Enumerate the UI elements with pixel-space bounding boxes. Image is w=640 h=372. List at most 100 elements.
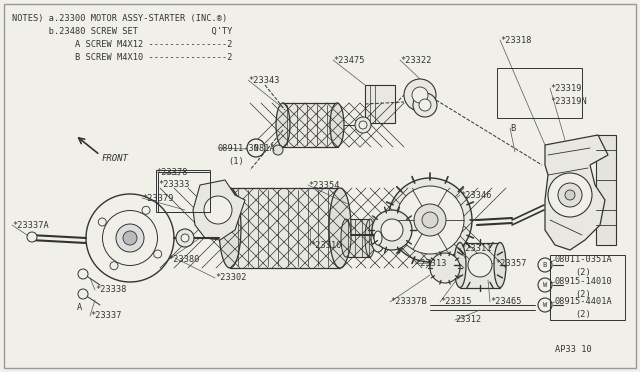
Circle shape (359, 121, 367, 129)
Bar (365, 85, 395, 123)
Text: *23343: *23343 (248, 76, 280, 84)
Text: *23333: *23333 (158, 180, 189, 189)
Text: 08915-14010: 08915-14010 (555, 278, 612, 286)
Circle shape (430, 253, 460, 283)
Text: *23315: *23315 (440, 298, 472, 307)
Ellipse shape (454, 243, 466, 288)
Text: *23322: *23322 (400, 55, 431, 64)
Text: A SCREW M4X12 ---------------2: A SCREW M4X12 ---------------2 (12, 39, 232, 48)
Text: *23346: *23346 (460, 190, 492, 199)
Bar (596, 135, 616, 245)
Text: 23312: 23312 (455, 315, 481, 324)
Circle shape (110, 262, 118, 270)
Ellipse shape (176, 229, 194, 247)
Bar (230, 188, 340, 268)
Text: *23310: *23310 (310, 241, 342, 250)
Circle shape (422, 212, 438, 228)
Ellipse shape (181, 234, 189, 242)
Text: *23319: *23319 (550, 83, 582, 93)
Text: (2): (2) (575, 289, 591, 298)
Text: (2): (2) (575, 310, 591, 318)
Text: FRONT: FRONT (102, 154, 129, 163)
Bar (346, 219, 370, 257)
Circle shape (273, 145, 283, 155)
Circle shape (204, 196, 232, 224)
Ellipse shape (86, 194, 174, 282)
Ellipse shape (329, 188, 351, 268)
Text: NOTES) a.23300 MOTOR ASSY-STARTER (INC.®): NOTES) a.23300 MOTOR ASSY-STARTER (INC.®… (12, 13, 227, 22)
Text: *23475: *23475 (333, 55, 365, 64)
Circle shape (154, 250, 162, 258)
Ellipse shape (374, 231, 382, 245)
Text: *23338: *23338 (95, 285, 127, 295)
Text: *23465: *23465 (490, 298, 522, 307)
Circle shape (396, 186, 464, 254)
Text: W: W (543, 282, 547, 288)
Bar (550, 255, 625, 320)
Circle shape (247, 139, 265, 157)
Circle shape (538, 298, 552, 312)
Circle shape (142, 206, 150, 214)
Circle shape (388, 178, 472, 262)
Text: 08011-0351A: 08011-0351A (555, 256, 612, 264)
Text: *23313: *23313 (415, 259, 447, 267)
Ellipse shape (494, 243, 506, 288)
Text: B: B (510, 124, 515, 132)
Text: 08915-4401A: 08915-4401A (555, 298, 612, 307)
Text: N: N (253, 144, 259, 153)
Circle shape (27, 232, 37, 242)
Ellipse shape (102, 211, 157, 266)
Text: *23318: *23318 (500, 35, 531, 45)
Text: *23337: *23337 (90, 311, 122, 321)
Circle shape (381, 219, 403, 241)
Circle shape (538, 278, 552, 292)
Text: (1): (1) (228, 157, 244, 166)
Circle shape (548, 173, 592, 217)
Text: W: W (543, 302, 547, 308)
Ellipse shape (330, 103, 344, 147)
Text: *23302: *23302 (215, 273, 246, 282)
Bar (156, 170, 210, 212)
Circle shape (419, 99, 431, 111)
Text: *23319N: *23319N (550, 96, 587, 106)
Text: *23337A: *23337A (12, 221, 49, 230)
Text: *23337B: *23337B (390, 298, 427, 307)
Ellipse shape (116, 224, 144, 252)
Circle shape (78, 289, 88, 299)
Bar (158, 172, 210, 212)
Circle shape (412, 87, 428, 103)
Text: A: A (77, 302, 83, 311)
Text: B SCREW M4X10 ---------------2: B SCREW M4X10 ---------------2 (12, 52, 232, 61)
Polygon shape (193, 180, 245, 240)
Text: (2): (2) (575, 267, 591, 276)
Circle shape (538, 258, 552, 272)
Circle shape (355, 117, 371, 133)
Ellipse shape (341, 219, 351, 257)
Ellipse shape (371, 224, 385, 252)
Text: *23354: *23354 (308, 180, 339, 189)
Text: *23311: *23311 (460, 244, 492, 253)
Text: B: B (543, 262, 547, 268)
Text: *23379: *23379 (142, 193, 173, 202)
Circle shape (565, 190, 575, 200)
Ellipse shape (219, 188, 241, 268)
Text: b.23480 SCREW SET              Q'TY: b.23480 SCREW SET Q'TY (12, 26, 232, 35)
Text: AP33 10: AP33 10 (555, 346, 592, 355)
Circle shape (78, 269, 88, 279)
Text: 08911-3081A: 08911-3081A (218, 144, 276, 153)
Polygon shape (545, 135, 608, 250)
Ellipse shape (365, 219, 375, 257)
Circle shape (99, 218, 106, 226)
Bar (283, 103, 338, 147)
Bar (460, 243, 500, 288)
Circle shape (468, 253, 492, 277)
Circle shape (414, 204, 446, 236)
Text: *23380: *23380 (168, 256, 200, 264)
Text: *23357: *23357 (495, 259, 527, 267)
Circle shape (404, 79, 436, 111)
Bar (497, 68, 582, 118)
Circle shape (558, 183, 582, 207)
Text: *23378: *23378 (156, 167, 188, 176)
Ellipse shape (123, 231, 137, 245)
Circle shape (413, 93, 437, 117)
